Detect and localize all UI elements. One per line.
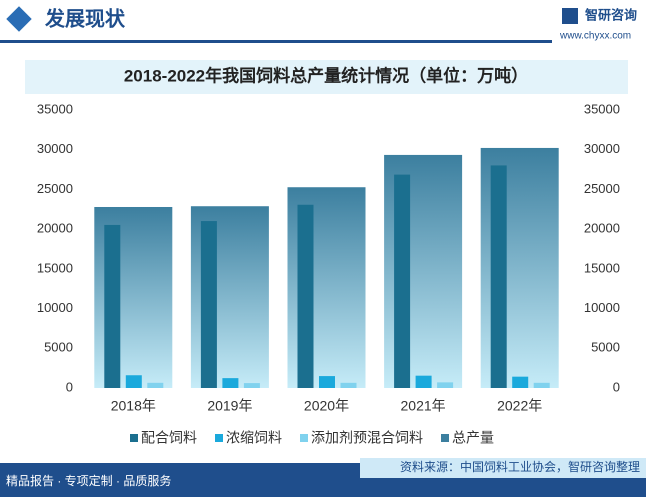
bar <box>200 221 217 388</box>
legend-label: 浓缩饲料 <box>226 430 282 446</box>
bar <box>297 204 314 388</box>
y2-tick-label: 10000 <box>584 300 620 315</box>
logo-url: www.chyxx.com <box>559 31 631 42</box>
y-tick-label: 5000 <box>44 340 73 355</box>
header-title: 发展现状 <box>44 6 126 30</box>
legend-marker <box>215 434 223 442</box>
bar <box>533 382 550 388</box>
bar <box>415 375 432 388</box>
y-tick-label: 25000 <box>37 181 73 196</box>
bar <box>104 224 121 388</box>
y2-tick-label: 15000 <box>584 260 620 275</box>
y-tick-label: 30000 <box>37 141 73 156</box>
bar <box>394 174 411 388</box>
header-icon <box>6 6 32 32</box>
bar <box>490 165 507 388</box>
legend-marker <box>300 434 308 442</box>
legend-label: 添加剂预混合饲料 <box>311 430 423 446</box>
y-tick-label: 10000 <box>37 300 73 315</box>
x-tick-label: 2019年 <box>207 398 252 414</box>
bar <box>437 382 454 388</box>
y-tick-label: 0 <box>66 379 73 394</box>
chart-title: 2018-2022年我国饲料总产量统计情况（单位：万吨） <box>124 65 528 85</box>
bar <box>222 378 239 388</box>
legend-marker <box>441 434 449 442</box>
title-band <box>25 60 628 94</box>
y2-tick-label: 35000 <box>584 101 620 116</box>
bar <box>512 376 529 388</box>
footer-source: 资料来源：中国饲料工业协会，智研咨询整理 <box>400 459 640 474</box>
header-rule <box>0 40 552 43</box>
x-tick-label: 2020年 <box>304 398 349 414</box>
legend-marker <box>130 434 138 442</box>
y-tick-label: 15000 <box>37 260 73 275</box>
legend-label: 配合饲料 <box>141 430 197 446</box>
footer-strip <box>360 458 646 478</box>
x-tick-label: 2018年 <box>111 398 156 414</box>
footer-slogan: 精品报告 · 专项定制 · 品质服务 <box>6 473 171 488</box>
y-tick-label: 35000 <box>37 101 73 116</box>
bar <box>340 382 357 388</box>
x-tick-label: 2022年 <box>497 398 542 414</box>
y2-tick-label: 25000 <box>584 181 620 196</box>
bar <box>319 376 335 388</box>
y-tick-label: 20000 <box>37 221 73 236</box>
y2-tick-label: 30000 <box>584 141 620 156</box>
logo-icon <box>562 8 578 24</box>
y2-tick-label: 5000 <box>591 340 620 355</box>
x-tick-label: 2021年 <box>401 398 446 414</box>
y2-tick-label: 20000 <box>584 221 620 236</box>
y2-tick-label: 0 <box>613 379 620 394</box>
bar <box>125 375 142 388</box>
bar <box>243 383 260 388</box>
logo-text: 智研咨询 <box>585 7 637 22</box>
legend-label: 总产量 <box>452 430 494 446</box>
bar <box>147 382 164 388</box>
